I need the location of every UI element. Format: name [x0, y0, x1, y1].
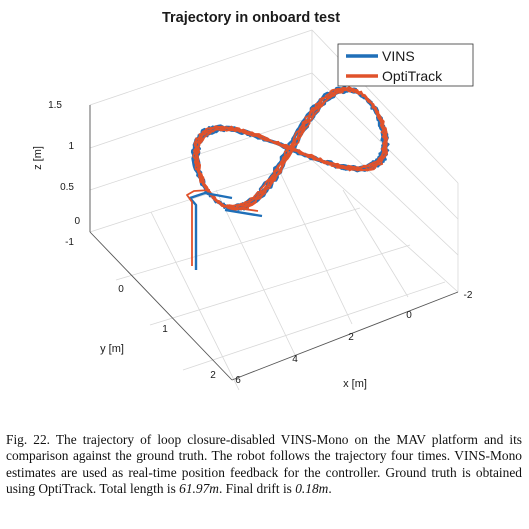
y-tick-label: 2	[210, 370, 216, 381]
z-tick-label: 0.5	[60, 182, 74, 193]
figure-caption: Fig. 22. The trajectory of loop closure-…	[6, 432, 522, 498]
optitrack-loop	[195, 88, 389, 211]
z-axis-label: z [m]	[32, 146, 44, 170]
vins-landing	[224, 208, 263, 218]
legend-box	[337, 43, 474, 87]
vins-takeoff	[188, 191, 233, 270]
x-tick-label: 2	[348, 332, 354, 343]
x-tick-label: 4	[292, 354, 298, 365]
caption-drift-value: 0.18	[295, 481, 319, 497]
trajectory-series	[186, 85, 390, 270]
caption-label: Fig. 22.	[6, 432, 51, 447]
caption-length-value: 61.97	[179, 481, 210, 497]
x-tick-label: 6	[235, 375, 241, 386]
legend-label-vins: VINS	[382, 48, 415, 64]
z-tick-label: 1.5	[48, 100, 62, 111]
z-tick-label: 1	[68, 141, 74, 152]
x-tick-labels: 6 4 2 0 -2	[235, 290, 473, 386]
axes-grid	[89, 29, 459, 391]
optitrack-landing	[221, 205, 259, 212]
z-tick-labels: 1.5 1 0.5 0	[48, 100, 80, 227]
caption-text: The trajectory of loop closure-disabled …	[6, 432, 523, 497]
trajectory-chart: Trajectory in onboard test z [m] y [m] x…	[32, 10, 474, 391]
x-tick-label: 0	[406, 310, 412, 321]
y-tick-label: -1	[65, 237, 74, 248]
caption-end: .	[328, 481, 332, 497]
x-tick-label: -2	[464, 290, 473, 301]
legend: VINS OptiTrack	[337, 43, 474, 87]
y-tick-label: 1	[162, 324, 168, 335]
caption-length-unit: m	[209, 481, 219, 497]
axes-box	[89, 105, 459, 381]
y-tick-labels: -1 0 1 2	[65, 237, 216, 381]
y-tick-label: 0	[118, 284, 124, 295]
x-axis-label: x [m]	[343, 378, 367, 390]
legend-label-optitrack: OptiTrack	[382, 68, 443, 84]
z-tick-label: 0	[74, 216, 80, 227]
optitrack-takeoff	[186, 189, 211, 266]
caption-drift-unit: m	[318, 481, 329, 497]
y-axis-label: y [m]	[100, 343, 124, 355]
chart-title: Trajectory in onboard test	[162, 10, 340, 26]
caption-drift-prefix: . Final drift is	[218, 481, 292, 497]
